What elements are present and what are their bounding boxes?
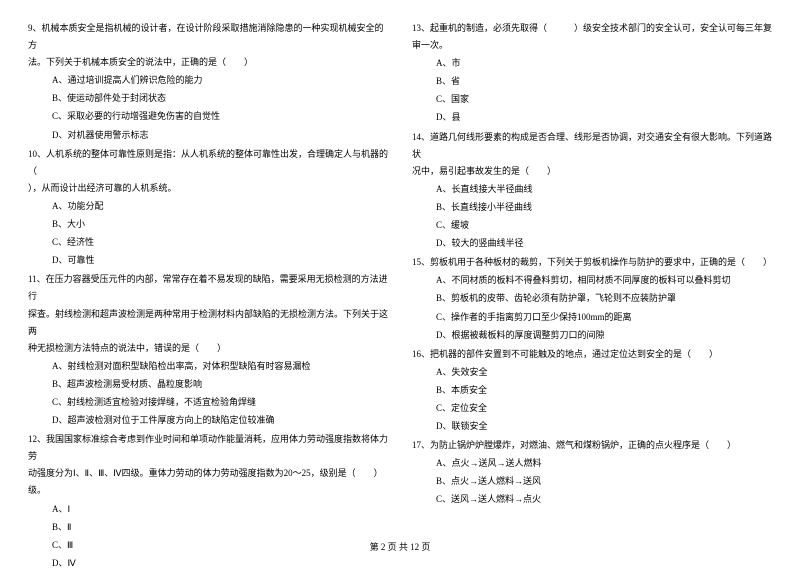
- q10-line1: 10、人机系统的整体可靠性原则是指：从人机系统的整体可靠性出发，合理确定人与机器…: [28, 146, 388, 180]
- question-16: 16、把机器的部件安置到不可能触及的地点，通过定位达到安全的是（ ） A、失效安…: [412, 346, 772, 435]
- q15-opt-c: C、操作者的手指离剪刀口至少保持100mm的距离: [412, 309, 772, 326]
- q11-opt-c: C、射线检测适宜检验对接焊缝，不适宜检验角焊缝: [28, 394, 388, 411]
- q11-line3: 种无损检测方法特点的说法中，错误的是（ ）: [28, 340, 388, 357]
- q9-opt-a: A、通过培训提高人们辨识危险的能力: [28, 72, 388, 89]
- q14-opt-c: C、缓坡: [412, 217, 772, 234]
- q16-opt-b: B、本质安全: [412, 382, 772, 399]
- q13-opt-a: A、市: [412, 55, 772, 72]
- q11-line1: 11、在压力容器受压元件的内部，常常存在着不易发现的缺陷，需要采用无损检测的方法…: [28, 271, 388, 305]
- q16-opt-d: D、联锁安全: [412, 418, 772, 435]
- q12-line2: 动强度分为Ⅰ、Ⅱ、Ⅲ、Ⅳ四级。重体力劳动的体力劳动强度指数为20～25，级别是（…: [28, 465, 388, 482]
- q16-line1: 16、把机器的部件安置到不可能触及的地点，通过定位达到安全的是（ ）: [412, 346, 772, 363]
- q11-opt-b: B、超声波检测易受材质、晶粒度影响: [28, 376, 388, 393]
- q15-opt-a: A、不同材质的板料不得叠料剪切，相同材质不同厚度的板料可以叠料剪切: [412, 272, 772, 289]
- right-column: 13、起重机的制造，必须先取得（ ）级安全技术部门的安全认可，安全认可每三年复 …: [412, 20, 772, 574]
- q11-line2: 探查。射线检测和超声波检测是两种常用于检测材料内部缺陷的无损检测方法。下列关于这…: [28, 306, 388, 340]
- q13-opt-d: D、县: [412, 109, 772, 126]
- q14-opt-a: A、长直线接大半径曲线: [412, 181, 772, 198]
- q10-opt-c: C、经济性: [28, 234, 388, 251]
- q12-opt-d: D、Ⅳ: [28, 555, 388, 572]
- q12-opt-a: A、Ⅰ: [28, 501, 388, 518]
- q13-opt-b: B、省: [412, 73, 772, 90]
- q14-line1: 14、道路几何线形要素的构成是否合理、线形是否协调，对交通安全有很大影响。下列道…: [412, 129, 772, 163]
- q15-opt-d: D、根据被裁板料的厚度调整剪刀口的间隙: [412, 327, 772, 344]
- q10-opt-a: A、功能分配: [28, 198, 388, 215]
- q9-line1: 9、机械本质安全是指机械的设计者，在设计阶段采取措施消除隐患的一种实现机械安全的…: [28, 20, 388, 54]
- question-14: 14、道路几何线形要素的构成是否合理、线形是否协调，对交通安全有很大影响。下列道…: [412, 129, 772, 253]
- q13-line2: 审一次。: [412, 37, 772, 54]
- q12-opt-b: B、Ⅱ: [28, 519, 388, 536]
- q17-opt-a: A、点火→送风→送人燃料: [412, 455, 772, 472]
- question-13: 13、起重机的制造，必须先取得（ ）级安全技术部门的安全认可，安全认可每三年复 …: [412, 20, 772, 127]
- q12-line1: 12、我国国家标准综合考虑到作业时间和单项动作能量消耗，应用体力劳动强度指数将体…: [28, 431, 388, 465]
- q14-line2: 况中，易引起事故发生的是（ ）: [412, 163, 772, 180]
- q9-line2: 法。下列关于机械本质安全的说法中，正确的是（ ）: [28, 54, 388, 71]
- q15-opt-b: B、剪板机的皮带、齿轮必须有防护罩，飞轮则不应装防护罩: [412, 290, 772, 307]
- q14-opt-b: B、长直线接小半径曲线: [412, 199, 772, 216]
- q9-opt-b: B、使运动部件处于封闭状态: [28, 90, 388, 107]
- q10-opt-d: D、可靠性: [28, 252, 388, 269]
- q14-opt-d: D、较大的竖曲线半径: [412, 235, 772, 252]
- q13-opt-c: C、国家: [412, 91, 772, 108]
- q9-opt-c: C、采取必要的行动增强避免伤害的自觉性: [28, 108, 388, 125]
- q16-opt-a: A、失效安全: [412, 364, 772, 381]
- q12-line3: 级。: [28, 482, 388, 499]
- q9-opt-d: D、对机器使用警示标志: [28, 127, 388, 144]
- q11-opt-d: D、超声波检测对位于工件厚度方向上的缺陷定位较准确: [28, 412, 388, 429]
- q13-line1: 13、起重机的制造，必须先取得（ ）级安全技术部门的安全认可，安全认可每三年复: [412, 20, 772, 37]
- q17-line1: 17、为防止锅炉炉膛爆炸，对燃油、燃气和煤粉锅炉，正确的点火程序是（ ）: [412, 437, 772, 454]
- q10-line2: ），从而设计出经济可靠的人机系统。: [28, 180, 388, 197]
- q10-opt-b: B、大小: [28, 216, 388, 233]
- question-17: 17、为防止锅炉炉膛爆炸，对燃油、燃气和煤粉锅炉，正确的点火程序是（ ） A、点…: [412, 437, 772, 508]
- left-column: 9、机械本质安全是指机械的设计者，在设计阶段采取措施消除隐患的一种实现机械安全的…: [28, 20, 388, 574]
- question-9: 9、机械本质安全是指机械的设计者，在设计阶段采取措施消除隐患的一种实现机械安全的…: [28, 20, 388, 144]
- exam-page: 9、机械本质安全是指机械的设计者，在设计阶段采取措施消除隐患的一种实现机械安全的…: [0, 0, 800, 574]
- q11-opt-a: A、射线检测对面积型缺陷检出率高，对体积型缺陷有时容易漏检: [28, 358, 388, 375]
- q16-opt-c: C、定位安全: [412, 400, 772, 417]
- question-10: 10、人机系统的整体可靠性原则是指：从人机系统的整体可靠性出发，合理确定人与机器…: [28, 146, 388, 270]
- q17-opt-b: B、点火→送人燃料→送风: [412, 473, 772, 490]
- page-footer: 第 2 页 共 12 页: [0, 540, 800, 553]
- q17-opt-c: C、送风→送人燃料→点火: [412, 491, 772, 508]
- question-15: 15、剪板机用于各种板材的裁剪，下列关于剪板机操作与防护的要求中，正确的是（ ）…: [412, 254, 772, 343]
- q15-line1: 15、剪板机用于各种板材的裁剪，下列关于剪板机操作与防护的要求中，正确的是（ ）: [412, 254, 772, 271]
- question-11: 11、在压力容器受压元件的内部，常常存在着不易发现的缺陷，需要采用无损检测的方法…: [28, 271, 388, 429]
